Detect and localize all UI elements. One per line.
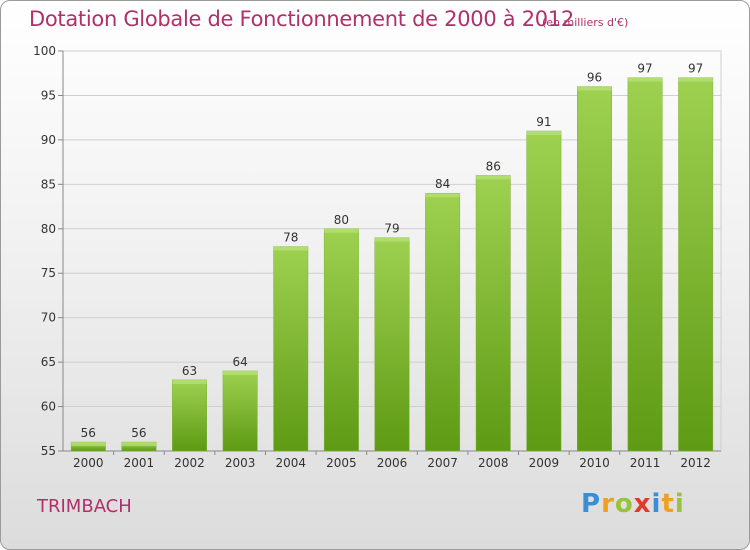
bar-value-label: 97: [688, 62, 703, 76]
bar: [222, 370, 258, 452]
x-tick-label: 2004: [275, 456, 306, 470]
x-tick-label: 2006: [377, 456, 408, 470]
x-tick-label: 2005: [326, 456, 357, 470]
bar: [678, 77, 714, 452]
y-tick-label: 65: [41, 355, 56, 369]
y-tick-label: 60: [41, 400, 56, 414]
x-tick-label: 2012: [680, 456, 711, 470]
bar-highlight: [374, 237, 410, 242]
bar-value-label: 91: [536, 115, 551, 129]
x-tick-label: 2007: [427, 456, 458, 470]
bar: [172, 379, 207, 452]
bar: [323, 228, 359, 452]
bar-value-label: 84: [435, 177, 450, 191]
bar-highlight: [324, 228, 359, 233]
x-tick-label: 2008: [478, 456, 509, 470]
bar-value-label: 97: [637, 62, 652, 76]
logo-letter: P: [581, 489, 602, 519]
bar-value-label: 56: [131, 426, 146, 440]
y-tick-label: 95: [41, 88, 56, 102]
bar: [475, 175, 511, 452]
y-tick-label: 90: [41, 133, 56, 147]
proxiti-logo: Proxiti: [581, 489, 685, 519]
y-tick-label: 55: [41, 444, 56, 458]
bar: [273, 246, 309, 452]
bar-highlight: [172, 379, 207, 384]
y-tick-label: 80: [41, 222, 56, 236]
bar-value-label: 64: [233, 355, 248, 369]
logo-letter: i: [674, 489, 685, 519]
y-tick-label: 85: [41, 177, 56, 191]
x-tick-label: 2011: [630, 456, 661, 470]
logo-letter: r: [601, 489, 615, 519]
x-tick-label: 2003: [225, 456, 256, 470]
bar-value-label: 78: [283, 231, 298, 245]
y-tick-label: 100: [33, 44, 56, 58]
label-layer: 56 56 63 64 78 80 79 84 86 91 96 97 97: [81, 62, 704, 440]
x-tick-label: 2002: [174, 456, 205, 470]
x-tick-label: 2010: [579, 456, 610, 470]
y-tick-label: 75: [41, 266, 56, 280]
bar-highlight: [526, 131, 562, 135]
bar-value-label: 80: [334, 213, 349, 227]
bar: [425, 192, 461, 452]
commune-name: TRIMBACH: [37, 496, 132, 517]
bar: [374, 237, 410, 452]
bar: [526, 130, 562, 452]
logo-letter: o: [614, 489, 634, 519]
bar: [627, 77, 663, 452]
logo-letter: t: [661, 489, 675, 519]
logo-letter: x: [633, 489, 652, 519]
bar-highlight: [71, 442, 106, 447]
bar-highlight: [121, 442, 157, 447]
bar-value-label: 86: [486, 159, 501, 173]
bar-value-label: 56: [81, 426, 96, 440]
x-tick-label: 2009: [529, 456, 560, 470]
bar-highlight: [425, 193, 460, 198]
bar-highlight: [577, 86, 612, 91]
bar-layer: [70, 77, 714, 452]
bar-highlight: [627, 77, 663, 82]
bar-value-label: 96: [587, 71, 602, 85]
chart-title: Dotation Globale de Fonctionnement de 20…: [29, 7, 574, 31]
bar-value-label: 79: [384, 222, 399, 236]
axis-layer: 55 60 65 70 75 80 85 90 95 100 2000 2001 2002 2003 200…: [33, 44, 721, 470]
bar-highlight: [273, 246, 308, 251]
bar-highlight: [678, 77, 713, 82]
chart-unit: (en milliers d'€): [542, 16, 629, 29]
x-tick-label: 2000: [73, 456, 104, 470]
bar-highlight: [476, 175, 511, 180]
x-tick-label: 2001: [124, 456, 155, 470]
logo-letter: i: [651, 489, 662, 519]
bar-value-label: 63: [182, 364, 197, 378]
bar: [577, 86, 612, 452]
bar-highlight: [222, 371, 258, 375]
y-tick-label: 70: [41, 311, 56, 325]
